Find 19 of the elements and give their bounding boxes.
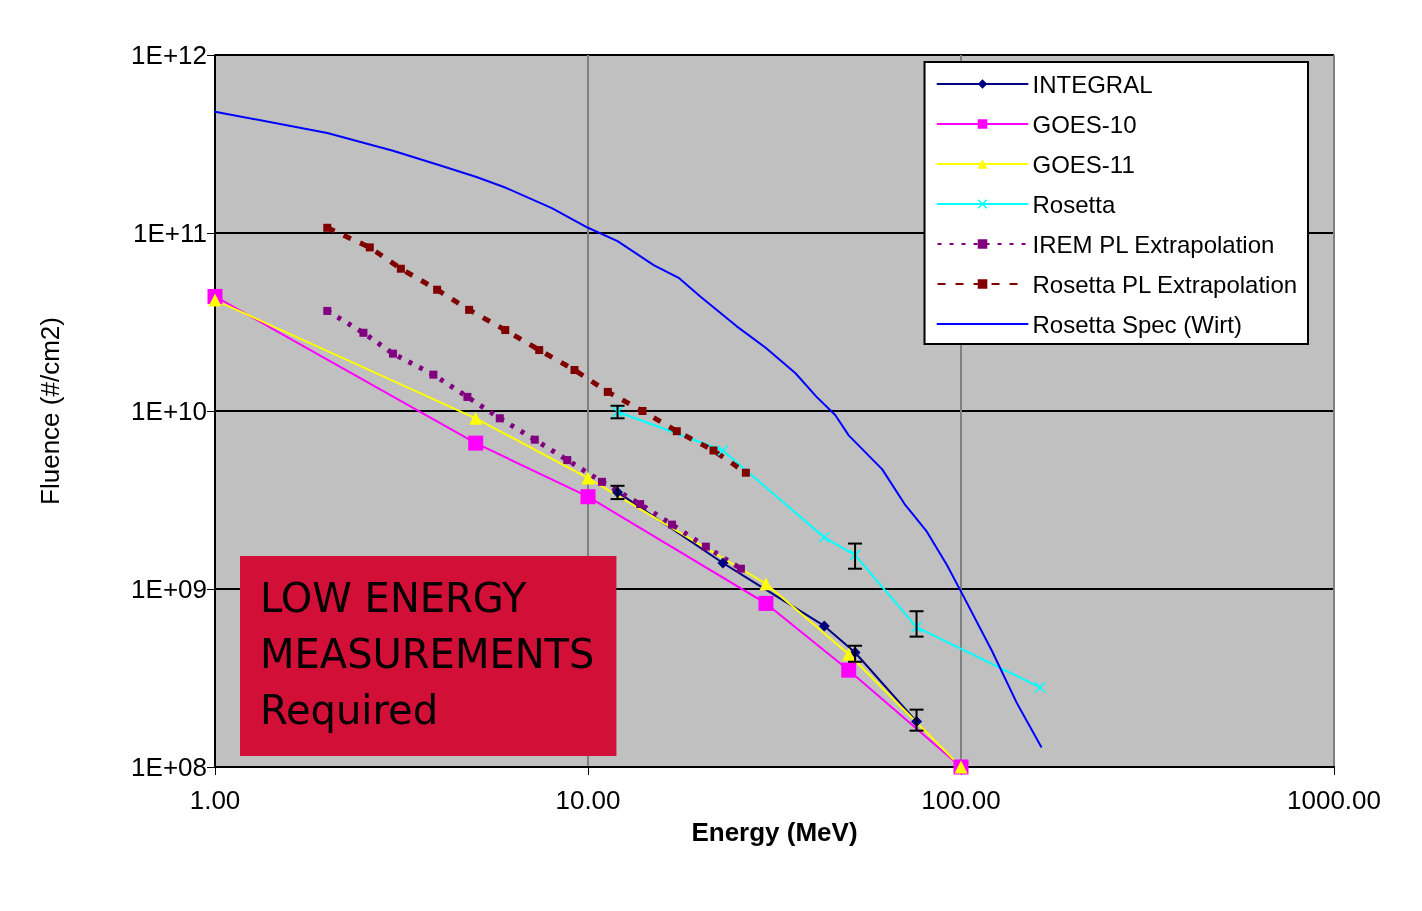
y-tick-label: 1E+10 xyxy=(131,396,207,426)
legend-label: Rosetta PL Extrapolation xyxy=(1032,270,1298,298)
legend-label: IREM PL Extrapolation xyxy=(1032,230,1275,258)
x-tick-label: 10.00 xyxy=(555,785,621,815)
y-tick-label: 1E+09 xyxy=(131,574,207,604)
y-tick-label: 1E+12 xyxy=(131,40,207,70)
x-tick-label: 1000.00 xyxy=(1287,785,1381,815)
x-axis-title: Energy (MeV) xyxy=(691,817,858,847)
legend-label: GOES-11 xyxy=(1032,150,1135,178)
legend-label: INTEGRAL xyxy=(1032,70,1153,98)
y-tick-label: 1E+08 xyxy=(131,752,207,782)
y-axis-title: Fluence (#/cm2) xyxy=(35,317,65,505)
y-tick-label: 1E+11 xyxy=(133,218,207,248)
legend-label: GOES-10 xyxy=(1032,110,1137,138)
x-tick-label: 1.00 xyxy=(189,785,241,815)
legend-label: Rosetta xyxy=(1032,190,1116,218)
x-tick-label: 100.00 xyxy=(921,785,1001,815)
legend-label: Rosetta Spec (Wirt) xyxy=(1032,310,1242,338)
annotation: LOW ENERGY MEASUREMENTS Required xyxy=(260,575,595,733)
